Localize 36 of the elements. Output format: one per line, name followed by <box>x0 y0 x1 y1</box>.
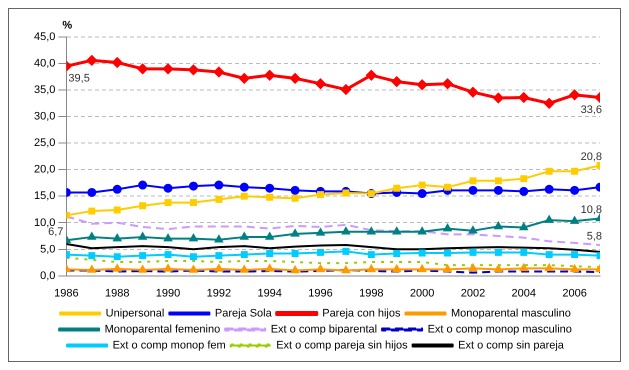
x-tick-label: 1988 <box>104 287 130 300</box>
legend-label: Monoparental femenino <box>104 324 220 336</box>
data-label: 33,6 <box>580 104 602 116</box>
y-tick-label: 40,0 <box>34 58 56 70</box>
x-tick-label: 2006 <box>562 287 587 300</box>
legend-label: Ext o comp sin pareja <box>458 340 565 352</box>
x-tick-label: 1986 <box>54 287 79 300</box>
x-tick-label: 2000 <box>410 287 434 300</box>
data-label: 39,5 <box>68 72 90 85</box>
legend-label: Monoparental masculino <box>450 308 571 320</box>
y-tick-label: 0,0 <box>40 270 56 282</box>
data-label: 5,8 <box>586 230 602 243</box>
y-tick-label: 45,0 <box>34 31 56 44</box>
y-tick-label: 35,0 <box>34 84 56 96</box>
data-label: 20,8 <box>580 150 602 163</box>
x-tick-label: 2004 <box>512 287 536 300</box>
x-tick-label: 1994 <box>257 287 282 300</box>
x-tick-label: 2002 <box>460 287 486 300</box>
y-tick-label: 5,0 <box>40 243 56 256</box>
legend-label: Ext o comp monop fem <box>112 340 226 352</box>
x-tick-label: 1998 <box>359 287 384 300</box>
y-tick-label: 25,0 <box>34 137 56 150</box>
legend-label: Pareja con hijos <box>322 308 401 320</box>
x-tick-label: 1992 <box>206 287 232 300</box>
legend-label: Ext o comp biparental <box>270 324 378 336</box>
y-axis-title: % <box>62 20 72 32</box>
legend-label: Ext o comp pareja sin hijos <box>276 340 408 352</box>
y-tick-label: 30,0 <box>34 110 56 123</box>
legend-label: Unipersonal <box>106 308 164 320</box>
data-label: 10,8 <box>580 204 602 216</box>
x-tick-label: 1990 <box>156 287 180 300</box>
legend-label: Pareja Sola <box>214 308 273 320</box>
y-tick-label: 15,0 <box>34 190 56 202</box>
legend-label: Ext o comp monop masculino <box>428 324 572 336</box>
x-tick-label: 1996 <box>308 287 333 300</box>
y-tick-label: 20,0 <box>34 164 56 176</box>
